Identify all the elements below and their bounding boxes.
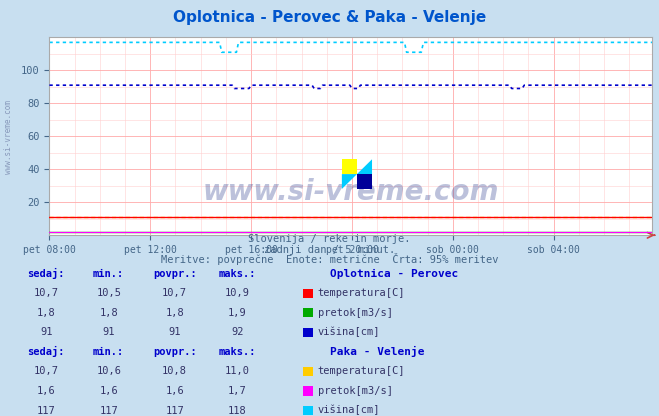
Text: www.si-vreme.com: www.si-vreme.com (203, 178, 499, 206)
Text: 91: 91 (169, 327, 181, 337)
Text: 1,8: 1,8 (37, 308, 55, 318)
Text: 92: 92 (231, 327, 243, 337)
Text: 11,0: 11,0 (225, 366, 250, 376)
Bar (357, 174, 372, 189)
Text: temperatura[C]: temperatura[C] (318, 366, 405, 376)
Text: www.si-vreme.com: www.si-vreme.com (4, 100, 13, 174)
Text: 91: 91 (103, 327, 115, 337)
Text: 1,7: 1,7 (228, 386, 246, 396)
Text: 1,8: 1,8 (165, 308, 184, 318)
Text: 118: 118 (228, 406, 246, 416)
Text: 10,9: 10,9 (225, 288, 250, 298)
Polygon shape (342, 174, 357, 189)
Text: višina[cm]: višina[cm] (318, 327, 380, 337)
Text: 91: 91 (40, 327, 52, 337)
Text: pretok[m3/s]: pretok[m3/s] (318, 386, 393, 396)
Text: 1,6: 1,6 (165, 386, 184, 396)
Text: povpr.:: povpr.: (153, 269, 196, 279)
Polygon shape (357, 159, 372, 174)
Bar (342, 159, 357, 174)
Text: sedaj:: sedaj: (28, 267, 65, 279)
Text: 1,8: 1,8 (100, 308, 118, 318)
Text: sedaj:: sedaj: (28, 346, 65, 357)
Text: pretok[m3/s]: pretok[m3/s] (318, 308, 393, 318)
Text: Meritve: povprečne  Enote: metrične  Črta: 95% meritev: Meritve: povprečne Enote: metrične Črta:… (161, 253, 498, 265)
Text: 117: 117 (37, 406, 55, 416)
Text: 10,7: 10,7 (34, 288, 59, 298)
Text: 10,8: 10,8 (162, 366, 187, 376)
Text: maks.:: maks.: (219, 269, 256, 279)
Text: min.:: min.: (93, 269, 125, 279)
Text: temperatura[C]: temperatura[C] (318, 288, 405, 298)
Text: Paka - Velenje: Paka - Velenje (330, 346, 424, 357)
Text: 10,5: 10,5 (96, 288, 121, 298)
Text: Slovenija / reke in morje.: Slovenija / reke in morje. (248, 234, 411, 244)
Text: 10,7: 10,7 (34, 366, 59, 376)
Text: 117: 117 (100, 406, 118, 416)
Text: 1,6: 1,6 (100, 386, 118, 396)
Text: Oplotnica - Perovec: Oplotnica - Perovec (330, 269, 458, 279)
Text: povpr.:: povpr.: (153, 347, 196, 357)
Text: min.:: min.: (93, 347, 125, 357)
Text: 1,6: 1,6 (37, 386, 55, 396)
Text: 117: 117 (165, 406, 184, 416)
Text: 10,7: 10,7 (162, 288, 187, 298)
Text: višina[cm]: višina[cm] (318, 405, 380, 416)
Text: 10,6: 10,6 (96, 366, 121, 376)
Text: Oplotnica - Perovec & Paka - Velenje: Oplotnica - Perovec & Paka - Velenje (173, 10, 486, 25)
Text: 1,9: 1,9 (228, 308, 246, 318)
Text: zadnji dan / 5 minut.: zadnji dan / 5 minut. (264, 245, 395, 255)
Text: maks.:: maks.: (219, 347, 256, 357)
